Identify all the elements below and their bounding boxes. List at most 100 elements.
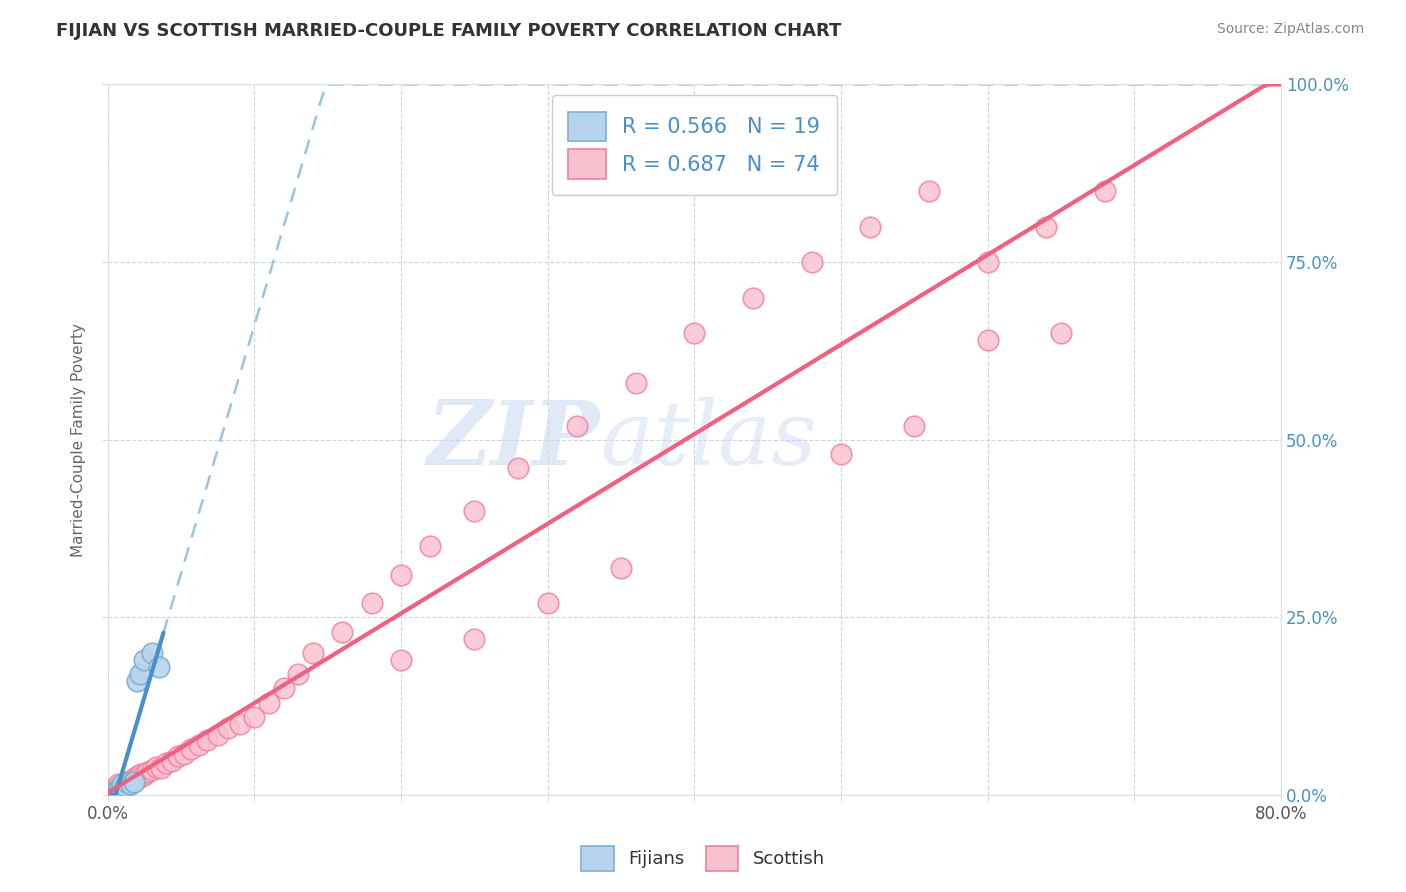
Point xyxy=(100,787,122,801)
Point xyxy=(976,255,998,269)
Point xyxy=(117,777,139,791)
Point xyxy=(124,770,146,784)
Point xyxy=(167,749,190,764)
Point xyxy=(332,624,354,639)
Point xyxy=(107,777,129,791)
Point xyxy=(105,784,128,798)
Point xyxy=(117,776,139,790)
Point xyxy=(111,780,134,795)
Point xyxy=(105,780,128,794)
Point xyxy=(112,777,135,791)
Text: FIJIAN VS SCOTTISH MARRIED-COUPLE FAMILY POVERTY CORRELATION CHART: FIJIAN VS SCOTTISH MARRIED-COUPLE FAMILY… xyxy=(56,22,842,40)
Point xyxy=(129,770,152,784)
Point xyxy=(610,560,633,574)
Point xyxy=(537,596,560,610)
Point xyxy=(624,376,647,390)
Point xyxy=(103,784,125,798)
Point xyxy=(162,754,184,768)
Point xyxy=(107,782,129,797)
Point xyxy=(108,781,131,796)
Point xyxy=(100,787,122,801)
Point xyxy=(243,710,266,724)
Point xyxy=(114,780,136,794)
Y-axis label: Married-Couple Family Poverty: Married-Couple Family Poverty xyxy=(72,323,86,557)
Point xyxy=(302,646,325,660)
Point xyxy=(136,764,159,779)
Point xyxy=(108,780,131,795)
Point xyxy=(122,775,145,789)
Point xyxy=(859,219,882,234)
Point xyxy=(128,768,150,782)
Point xyxy=(197,732,219,747)
Point xyxy=(389,653,412,667)
Point xyxy=(98,788,121,802)
Point xyxy=(1094,184,1116,198)
Point xyxy=(976,333,998,347)
Point xyxy=(105,784,128,798)
Point xyxy=(110,780,132,794)
Point xyxy=(360,596,382,610)
Text: atlas: atlas xyxy=(600,396,817,483)
Point xyxy=(180,742,202,756)
Point xyxy=(121,772,143,787)
Point xyxy=(118,773,141,788)
Point xyxy=(101,786,124,800)
Point xyxy=(98,786,121,800)
Point xyxy=(111,777,134,791)
Text: Source: ZipAtlas.com: Source: ZipAtlas.com xyxy=(1216,22,1364,37)
Point xyxy=(98,788,121,802)
Point xyxy=(104,784,127,798)
Point xyxy=(120,775,142,789)
Point xyxy=(742,291,765,305)
Point xyxy=(127,772,149,787)
Point xyxy=(103,785,125,799)
Legend: R = 0.566   N = 19, R = 0.687   N = 74: R = 0.566 N = 19, R = 0.687 N = 74 xyxy=(551,95,837,195)
Point xyxy=(134,653,156,667)
Point xyxy=(115,775,138,789)
Point xyxy=(114,779,136,793)
Text: ZIP: ZIP xyxy=(427,397,600,483)
Legend: Fijians, Scottish: Fijians, Scottish xyxy=(574,838,832,879)
Point xyxy=(419,539,441,553)
Point xyxy=(903,418,925,433)
Point xyxy=(389,567,412,582)
Point xyxy=(1035,219,1057,234)
Point xyxy=(107,783,129,797)
Point xyxy=(148,660,170,674)
Point xyxy=(145,759,167,773)
Point xyxy=(101,783,124,797)
Point xyxy=(122,773,145,788)
Point xyxy=(565,418,588,433)
Point xyxy=(110,779,132,793)
Point xyxy=(830,447,852,461)
Point xyxy=(463,504,485,518)
Point xyxy=(127,674,149,689)
Point xyxy=(131,766,153,780)
Point xyxy=(155,756,177,770)
Point xyxy=(101,786,124,800)
Point xyxy=(229,717,252,731)
Point xyxy=(134,768,156,782)
Point xyxy=(287,667,309,681)
Point xyxy=(141,763,163,777)
Point xyxy=(129,667,152,681)
Point xyxy=(104,780,127,795)
Point xyxy=(207,728,229,742)
Point xyxy=(104,785,127,799)
Point xyxy=(257,696,280,710)
Point xyxy=(918,184,941,198)
Point xyxy=(217,721,239,735)
Point xyxy=(683,326,706,340)
Point xyxy=(273,681,295,696)
Point xyxy=(800,255,823,269)
Point xyxy=(187,739,209,753)
Point xyxy=(173,747,195,761)
Point xyxy=(463,632,485,646)
Point xyxy=(508,461,530,475)
Point xyxy=(100,784,122,798)
Point xyxy=(120,777,142,791)
Point xyxy=(1050,326,1073,340)
Point xyxy=(141,646,163,660)
Point xyxy=(149,761,172,775)
Point xyxy=(103,782,125,797)
